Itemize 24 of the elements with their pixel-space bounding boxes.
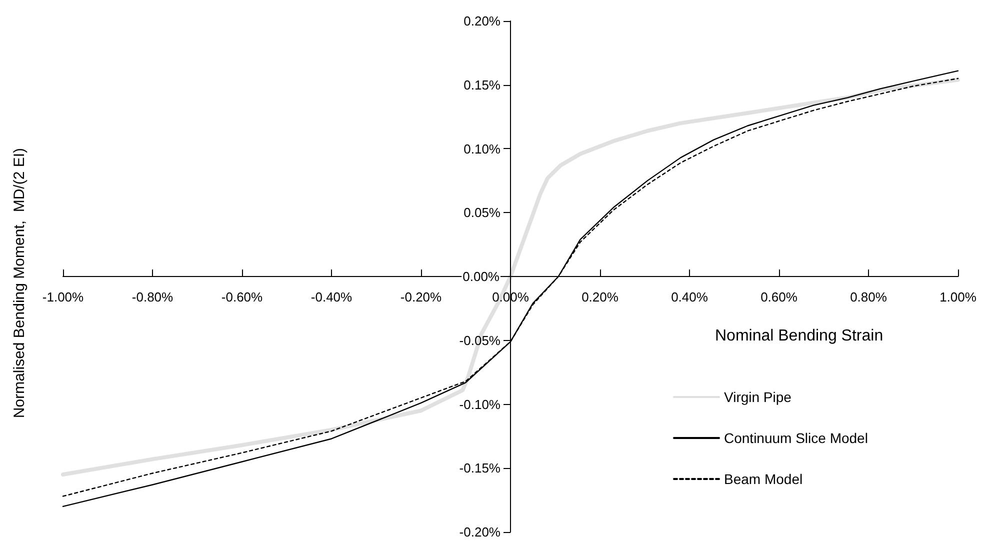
legend-label: Beam Model <box>724 471 803 487</box>
y-tick-label: -0.15% <box>459 460 501 476</box>
x-tick-label: 0.20% <box>582 290 619 304</box>
y-tick-label: 0.00% <box>462 269 500 284</box>
x-tick-label: -0.40% <box>310 290 353 304</box>
x-tick-label: 0.40% <box>671 290 708 304</box>
x-tick-label: -1.00% <box>42 290 84 304</box>
x-tick-label: 0.80% <box>850 290 888 304</box>
x-tick-label: -0.80% <box>132 290 174 304</box>
x-tick-label: -0.60% <box>221 290 264 304</box>
y-tick-label: -0.20% <box>459 524 501 540</box>
x-tick-label: -0.20% <box>400 290 442 304</box>
x-tick-label: 1.00% <box>940 290 977 304</box>
y-axis-title: Normalised Bending Moment, MD/(2 EI) <box>11 148 28 418</box>
y-tick-label: 0.05% <box>464 205 501 220</box>
y-tick-label: 0.15% <box>464 77 501 92</box>
y-tick-label: 0.20% <box>464 14 501 28</box>
y-tick-label: -0.10% <box>459 396 501 412</box>
x-axis-title: Nominal Bending Strain <box>715 328 884 344</box>
legend-label: Virgin Pipe <box>724 389 792 405</box>
y-tick-label: 0.10% <box>464 141 501 156</box>
x-tick-label: 0.60% <box>760 290 798 304</box>
legend-label: Continuum Slice Model <box>724 430 868 446</box>
y-tick-label: -0.05% <box>459 332 501 348</box>
